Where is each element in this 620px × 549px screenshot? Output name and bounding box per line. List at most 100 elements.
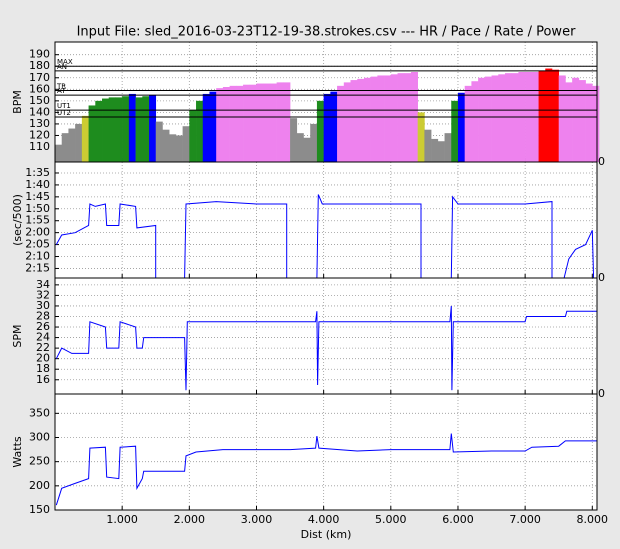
x-tick-label: 6.000 xyxy=(442,513,474,526)
bar xyxy=(189,110,196,162)
y-tick-label: 150 xyxy=(29,94,50,107)
plot-area xyxy=(55,394,597,510)
bar xyxy=(82,116,89,162)
bar xyxy=(277,82,284,162)
bar xyxy=(75,124,82,162)
x-tick-label: 3.000 xyxy=(241,513,273,526)
bar xyxy=(539,71,546,162)
bar xyxy=(492,75,499,162)
bar xyxy=(55,145,62,162)
bar xyxy=(223,87,230,162)
y-tick-label: 300 xyxy=(29,431,50,444)
bar xyxy=(68,129,75,162)
bar xyxy=(183,126,190,162)
bar xyxy=(505,73,512,162)
zone-label: UT1 xyxy=(57,102,71,110)
y-tick-label: 350 xyxy=(29,406,50,419)
y-tick-label: 180 xyxy=(29,59,50,72)
y-axis-label: BPM xyxy=(11,90,24,114)
bar xyxy=(203,94,210,162)
y-axis-label: (sec/500) xyxy=(11,194,24,246)
bar xyxy=(559,75,566,162)
y-axis-label: SPM xyxy=(11,324,24,347)
zone-label: TR xyxy=(56,82,66,90)
bar xyxy=(465,86,472,162)
x-axis-label: Dist (km) xyxy=(301,528,352,541)
x-tick-label: 7.000 xyxy=(509,513,541,526)
bar xyxy=(344,82,351,162)
bar xyxy=(438,141,445,162)
bar xyxy=(498,74,505,162)
bar xyxy=(330,92,337,162)
bar xyxy=(142,96,149,162)
bar xyxy=(62,133,69,162)
bar xyxy=(136,97,143,162)
y-tick-label: 170 xyxy=(29,71,50,84)
bar xyxy=(458,93,465,162)
bar xyxy=(290,118,297,162)
bar xyxy=(250,85,257,162)
x-tick-label: 8.000 xyxy=(577,513,609,526)
bar xyxy=(404,73,411,162)
bar xyxy=(545,69,552,162)
y-tick-label: 250 xyxy=(29,455,50,468)
y-tick-label: 34 xyxy=(36,278,50,291)
bar xyxy=(230,86,237,162)
bar xyxy=(592,86,599,162)
y-axis-label: Watts xyxy=(11,436,24,468)
y-tick-label: 2:15 xyxy=(25,261,50,274)
bar xyxy=(512,73,519,162)
bar xyxy=(109,97,116,162)
bar xyxy=(471,81,478,162)
bar xyxy=(156,122,163,162)
x-tick-label: 1.000 xyxy=(106,513,138,526)
y-tick-label: 120 xyxy=(29,128,50,141)
chart-title: Input File: sled_2016-03-23T12-19-38.str… xyxy=(77,25,577,40)
bar xyxy=(283,82,290,162)
bar xyxy=(236,86,243,162)
y-tick-label: 160 xyxy=(29,82,50,95)
bar xyxy=(377,75,384,162)
y-tick-label: 140 xyxy=(29,105,50,118)
bar xyxy=(398,73,405,162)
y-tick-label: 130 xyxy=(29,117,50,130)
bar xyxy=(431,139,438,162)
bar xyxy=(297,133,304,162)
corner-label: 0 xyxy=(598,155,605,168)
bar xyxy=(485,77,492,162)
y-tick-label: 110 xyxy=(29,140,50,153)
y-tick-label: 200 xyxy=(29,479,50,492)
bar xyxy=(445,133,452,162)
bar xyxy=(424,130,431,162)
bar xyxy=(384,75,391,162)
bar xyxy=(579,80,586,162)
bar xyxy=(418,112,425,162)
y-tick-label: 190 xyxy=(29,48,50,61)
bar xyxy=(89,105,96,162)
bar xyxy=(162,130,169,162)
x-tick-label: 4.000 xyxy=(308,513,340,526)
bar xyxy=(216,88,223,162)
x-tick-label: 5.000 xyxy=(375,513,407,526)
bar xyxy=(243,85,250,162)
x-tick-label: 2.000 xyxy=(174,513,206,526)
zone-label: MAX xyxy=(57,58,73,66)
bar xyxy=(552,70,559,162)
bar xyxy=(169,134,176,162)
bar xyxy=(115,97,122,162)
corner-label: 0 xyxy=(598,387,605,400)
bar xyxy=(304,138,311,162)
y-tick-label: 150 xyxy=(29,503,50,516)
bar xyxy=(122,96,129,162)
bar xyxy=(324,94,331,162)
bar xyxy=(149,95,156,162)
bar xyxy=(391,74,398,162)
bar xyxy=(310,124,317,162)
bar xyxy=(565,82,572,162)
bar xyxy=(351,80,358,162)
bar xyxy=(102,99,109,162)
bar xyxy=(337,86,344,162)
bar xyxy=(129,94,136,162)
